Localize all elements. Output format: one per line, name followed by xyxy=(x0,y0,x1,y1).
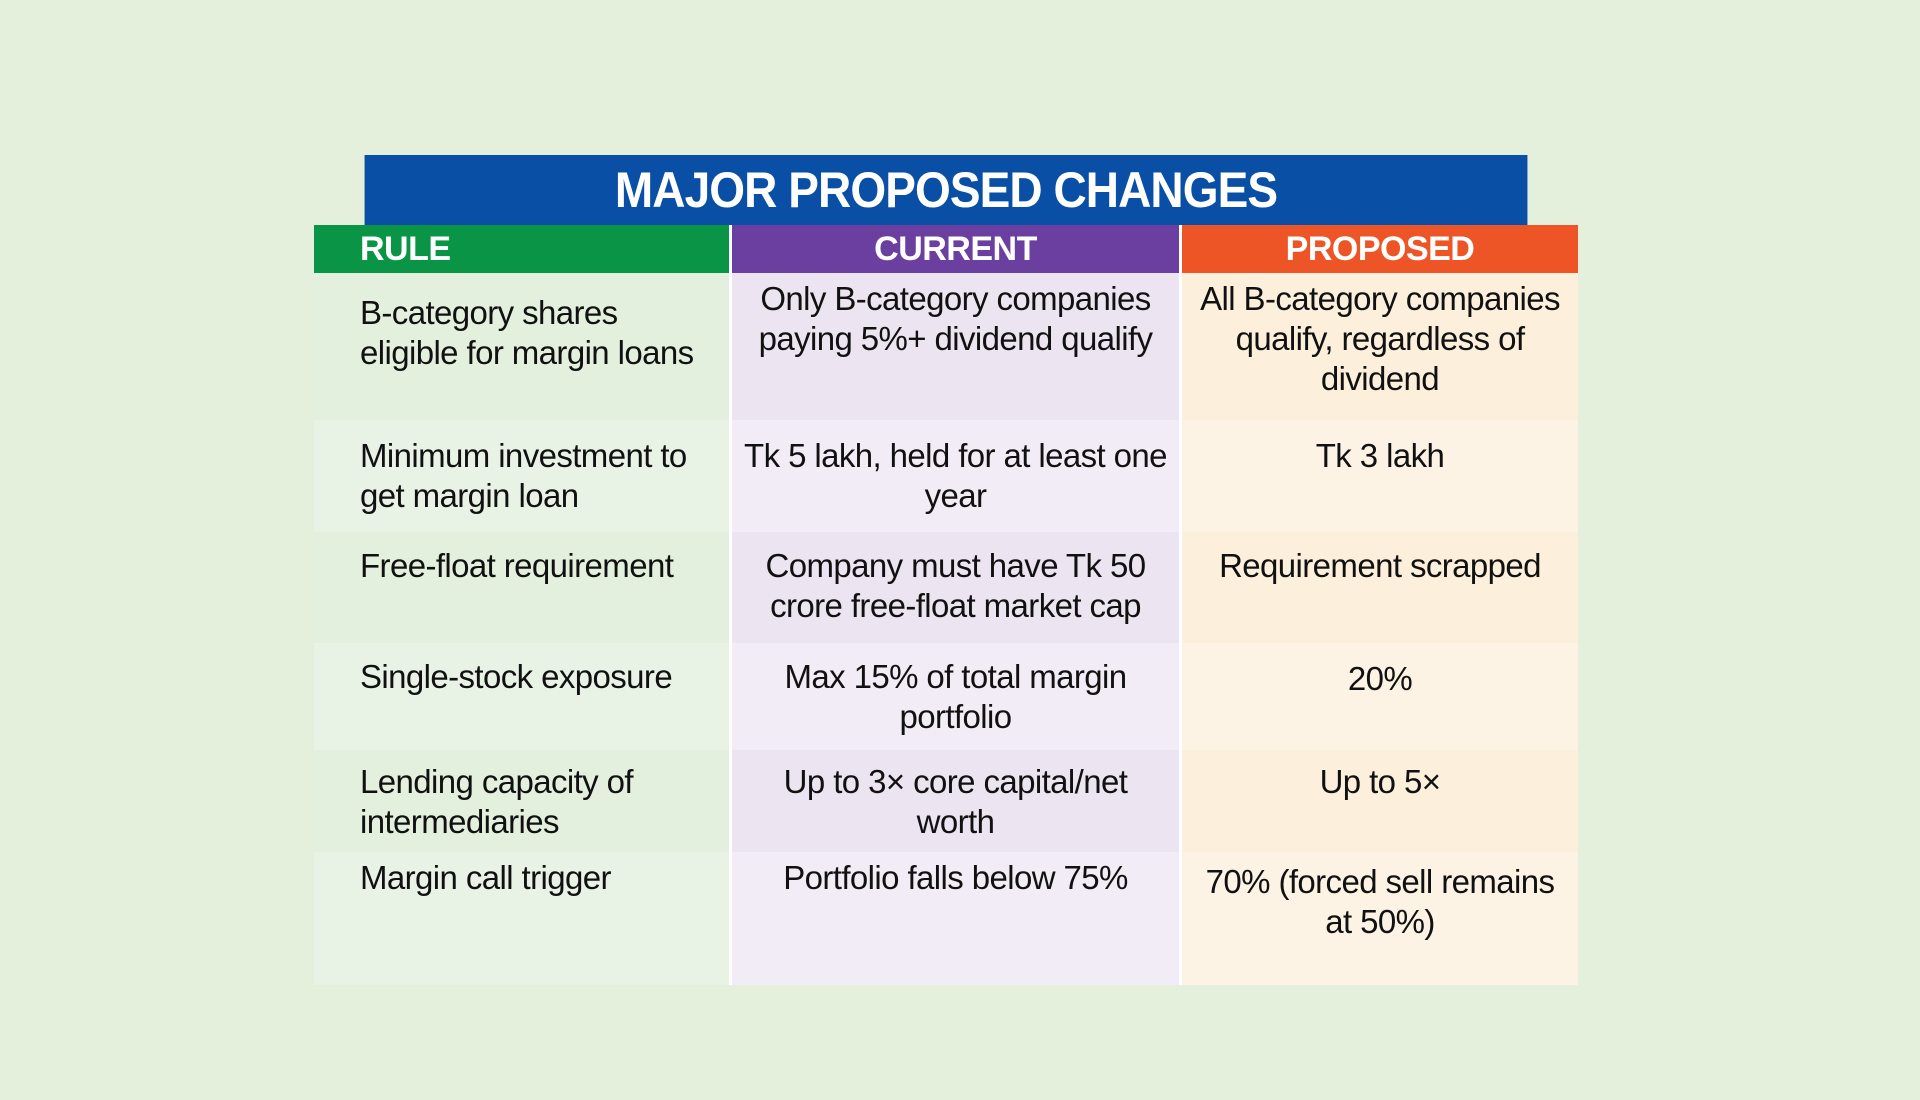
table-row: Lending capacity of intermediaries Up to… xyxy=(314,750,1578,852)
table-row: B-category shares eligible for margin lo… xyxy=(314,273,1578,420)
current-cell: Portfolio falls below 75% xyxy=(729,852,1179,985)
rule-cell: Lending capacity of intermediaries xyxy=(314,750,729,852)
proposed-cell: Tk 3 lakh xyxy=(1179,420,1578,532)
table-row: Single-stock exposure Max 15% of total m… xyxy=(314,643,1578,750)
current-cell: Max 15% of total margin portfolio xyxy=(729,643,1179,750)
header-proposed: PROPOSED xyxy=(1179,225,1578,273)
rule-cell: Margin call trigger xyxy=(314,852,729,985)
current-cell: Only B-category companies paying 5%+ div… xyxy=(729,273,1179,420)
proposed-cell: 20% xyxy=(1179,643,1578,750)
table-row: Free-float requirement Company must have… xyxy=(314,532,1578,643)
rule-cell: Single-stock exposure xyxy=(314,643,729,750)
rule-cell: Free-float requirement xyxy=(314,532,729,643)
proposed-cell: Up to 5× xyxy=(1179,750,1578,852)
header-rule: RULE xyxy=(314,225,729,273)
table-row: Margin call trigger Portfolio falls belo… xyxy=(314,852,1578,985)
rule-cell: Minimum investment to get margin loan xyxy=(314,420,729,532)
rule-cell: B-category shares eligible for margin lo… xyxy=(314,273,729,420)
proposed-cell: 70% (forced sell remains at 50%) xyxy=(1179,852,1578,985)
current-cell: Tk 5 lakh, held for at least one year xyxy=(729,420,1179,532)
table-title: MAJOR PROPOSED CHANGES xyxy=(364,155,1528,225)
current-cell: Company must have Tk 50 crore free-float… xyxy=(729,532,1179,643)
table-row: Minimum investment to get margin loan Tk… xyxy=(314,420,1578,532)
proposed-cell: Requirement scrapped xyxy=(1179,532,1578,643)
proposed-cell: All B-category companies qualify, regard… xyxy=(1179,273,1578,420)
changes-table: MAJOR PROPOSED CHANGES RULE CURRENT PROP… xyxy=(314,155,1578,985)
header-current: CURRENT xyxy=(729,225,1179,273)
current-cell: Up to 3× core capital/net worth xyxy=(729,750,1179,852)
header-row: RULE CURRENT PROPOSED xyxy=(314,225,1578,273)
